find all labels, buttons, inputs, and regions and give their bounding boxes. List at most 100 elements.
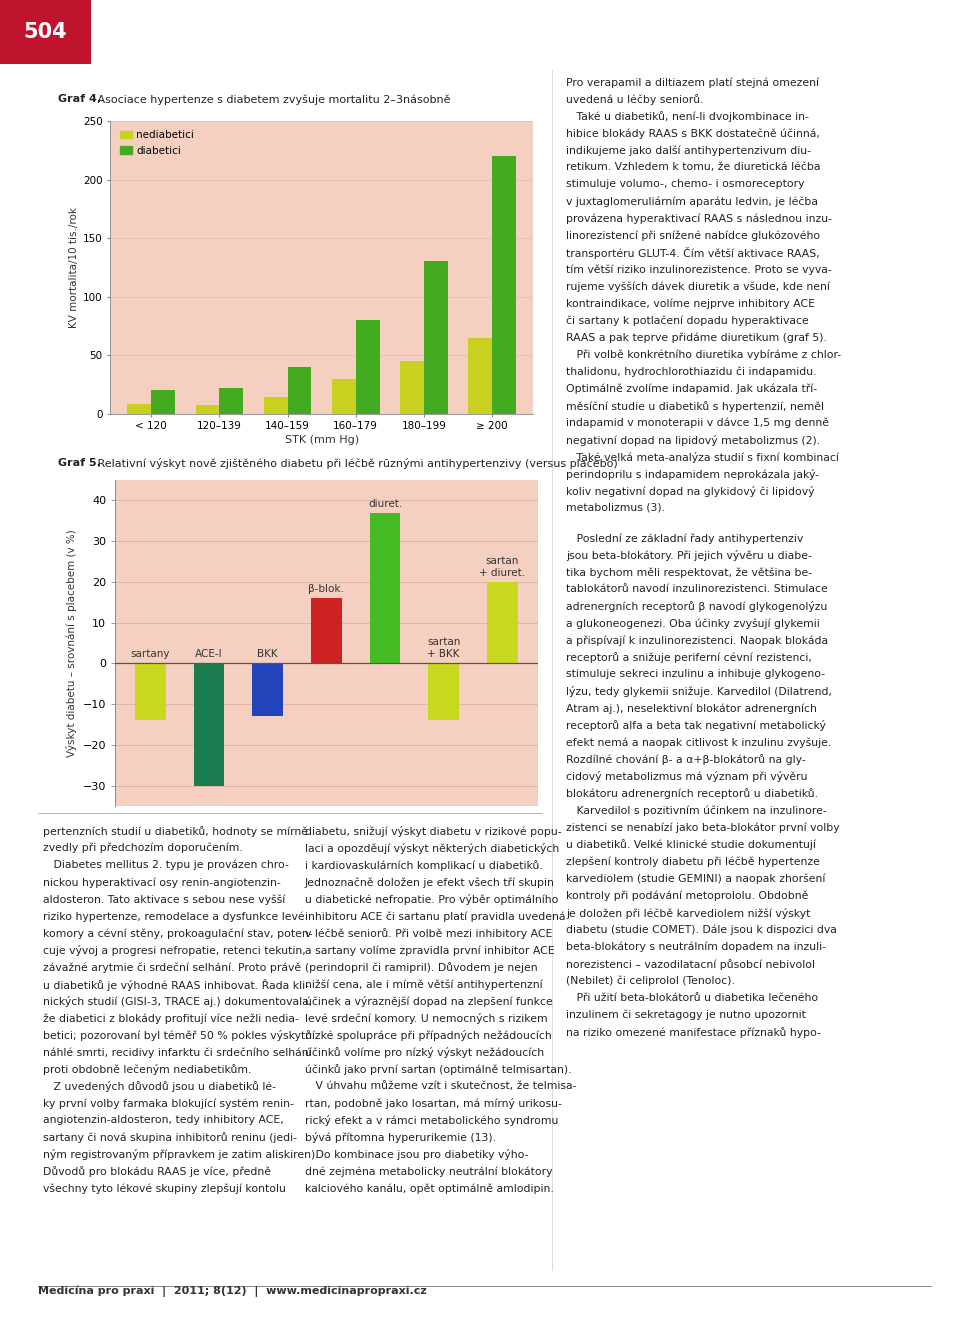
Text: u diabetické nefropatie. Pro výběr optimálního: u diabetické nefropatie. Pro výběr optim… (304, 894, 558, 904)
Bar (492, 156, 516, 414)
Text: RAAS a pak teprve přidáme diuretikum (graf 5).: RAAS a pak teprve přidáme diuretikum (gr… (566, 332, 828, 343)
Bar (196, 406, 220, 414)
Text: ky první volby farmaka blokující systém renin-: ky první volby farmaka blokující systém … (43, 1099, 294, 1109)
Text: stimuluje sekreci inzulinu a inhibuje glykogeno-: stimuluje sekreci inzulinu a inhibuje gl… (566, 669, 826, 680)
Y-axis label: Výskyt diabetu – srovnání s placebem (v %): Výskyt diabetu – srovnání s placebem (v … (66, 529, 77, 757)
Text: Z uvedených důvodů jsou u diabetiků lé-: Z uvedených důvodů jsou u diabetiků lé- (43, 1081, 276, 1092)
Text: receptorů alfa a beta tak negativní metabolický: receptorů alfa a beta tak negativní meta… (566, 721, 827, 732)
Text: hibice blokády RAAS s BKK dostatečně účinná,: hibice blokády RAAS s BKK dostatečně úči… (566, 128, 820, 138)
Text: Relativní výskyt nově zjištěného diabetu při léčbě rūznými antihypertenzivy (ver: Relativní výskyt nově zjištěného diabetu… (94, 458, 618, 468)
Text: Diabetes mellitus 2. typu je provázen chro-: Diabetes mellitus 2. typu je provázen ch… (43, 861, 289, 870)
Text: zistenci se nenabízí jako beta-blokátor první volby: zistenci se nenabízí jako beta-blokátor … (566, 822, 840, 833)
Text: inzulinem či sekretagogy je nutno upozornit: inzulinem či sekretagogy je nutno upozor… (566, 1009, 806, 1020)
Text: Do kombinace jsou pro diabetiky výho-: Do kombinace jsou pro diabetiky výho- (304, 1149, 528, 1160)
Text: sartany či nová skupina inhibitorů reninu (jedi-: sartany či nová skupina inhibitorů renin… (43, 1132, 298, 1144)
Text: v léčbě seniorů. Při volbě mezi inhibitory ACE: v léčbě seniorů. Při volbě mezi inhibito… (304, 928, 552, 939)
Text: Přehledové články: Přehledové články (125, 23, 311, 41)
Text: zlepšení kontroly diabetu při léčbě hypertenze: zlepšení kontroly diabetu při léčbě hype… (566, 857, 820, 867)
Text: levé srdeční komory. U nemocných s rizikem: levé srdeční komory. U nemocných s rizik… (304, 1013, 547, 1024)
Bar (355, 321, 379, 414)
Text: diabetu (studie COMET). Dále jsou k dispozici dva: diabetu (studie COMET). Dále jsou k disp… (566, 924, 837, 935)
Bar (152, 390, 175, 414)
Legend: nediabetici, diabetici: nediabetici, diabetici (115, 126, 199, 160)
Text: tím větší riziko inzulinorezistence. Proto se vyva-: tím větší riziko inzulinorezistence. Pro… (566, 265, 832, 275)
Text: adrenergních receptorů β navodí glykogenolýzu: adrenergních receptorů β navodí glykogen… (566, 601, 828, 612)
Text: perindoprilu s indapamidem neprokázala jaký-: perindoprilu s indapamidem neprokázala j… (566, 468, 820, 480)
Text: je doložen při léčbě karvediolem nižší výskyt: je doložen při léčbě karvediolem nižší v… (566, 907, 811, 919)
Text: 504: 504 (23, 21, 67, 43)
Text: u diabetiků je výhodné RAAS inhibovat. Řada kli-: u diabetiků je výhodné RAAS inhibovat. Ř… (43, 979, 309, 991)
Text: jsou beta-blokátory. Při jejich vývěru u diabe-: jsou beta-blokátory. Při jejich vývěru u… (566, 551, 812, 561)
Text: lýzu, tedy glykemii snižuje. Karvedilol (Dilatrend,: lýzu, tedy glykemii snižuje. Karvedilol … (566, 686, 832, 697)
Text: náhlé smrti, recidivy infarktu či srdečního selhání: náhlé smrti, recidivy infarktu či srdečn… (43, 1047, 312, 1057)
Text: rujeme vyšších dávek diuretik a všude, kde není: rujeme vyšších dávek diuretik a všude, k… (566, 282, 830, 291)
Text: diabetu, snižují výskyt diabetu v rizikové popu-: diabetu, snižují výskyt diabetu v riziko… (304, 826, 562, 837)
Text: tablokátorů navodí inzulinorezistenci. Stimulace: tablokátorů navodí inzulinorezistenci. S… (566, 584, 828, 595)
Bar (264, 398, 288, 414)
Y-axis label: KV mortalita/10 tis./rok: KV mortalita/10 tis./rok (69, 207, 79, 327)
Text: na riziko omezené manifestace příznaků hypo-: na riziko omezené manifestace příznaků h… (566, 1027, 822, 1037)
Text: sartan
+ diuret.: sartan + diuret. (479, 556, 525, 577)
Text: indikujeme jako další antihypertenzivum diu-: indikujeme jako další antihypertenzivum … (566, 145, 811, 156)
Text: diuret.: diuret. (368, 499, 402, 508)
Text: bývá přítomna hyperurikemie (13).: bývá přítomna hyperurikemie (13). (304, 1132, 495, 1144)
Text: karvediolem (studie GEMINI) a naopak zhoršení: karvediolem (studie GEMINI) a naopak zho… (566, 874, 826, 884)
Text: transportéru GLUT-4. Čím větší aktivace RAAS,: transportéru GLUT-4. Čím větší aktivace … (566, 247, 820, 259)
Text: sartany: sartany (131, 649, 170, 658)
Text: a přispívají k inzulinorezistenci. Naopak blokáda: a přispívají k inzulinorezistenci. Naopa… (566, 636, 828, 645)
Text: (perindopril či ramipril). Důvodem je nejen: (perindopril či ramipril). Důvodem je ne… (304, 962, 538, 974)
Text: komory a cévní stěny, prokoagulační stav, poten-: komory a cévní stěny, prokoagulační stav… (43, 928, 313, 939)
Text: aldosteron. Tato aktivace s sebou nese vyšší: aldosteron. Tato aktivace s sebou nese v… (43, 894, 285, 904)
Text: efekt nemá a naopak citlivost k inzulinu zvyšuje.: efekt nemá a naopak citlivost k inzulinu… (566, 737, 831, 747)
Bar (220, 388, 243, 414)
Text: receptorů a snižuje periferní cévní rezistenci,: receptorů a snižuje periferní cévní rezi… (566, 652, 812, 664)
Bar (370, 513, 400, 664)
Text: Medicína pro praxi  |  2011; 8(12)  |  www.medicinapropraxi.cz: Medicína pro praxi | 2011; 8(12) | www.m… (38, 1285, 427, 1297)
Text: indapamid v monoterapii v dávce 1,5 mg denně: indapamid v monoterapii v dávce 1,5 mg d… (566, 418, 829, 428)
Bar (428, 664, 459, 721)
Text: všechny tyto lékové skupiny zlepšují kontolu: všechny tyto lékové skupiny zlepšují kon… (43, 1184, 286, 1194)
Text: nických studií (GISI-3, TRACE aj.) dokumentovala,: nických studií (GISI-3, TRACE aj.) dokum… (43, 996, 312, 1007)
Text: (Nebilet) či celiprolol (Tenoloc).: (Nebilet) či celiprolol (Tenoloc). (566, 976, 735, 986)
Text: že diabetici z blokády profitují více nežli nedia-: že diabetici z blokády profitují více ne… (43, 1013, 300, 1024)
Text: Atram aj.), neselektivní blokátor adrenergních: Atram aj.), neselektivní blokátor adrene… (566, 704, 817, 714)
Text: účinek a výraznější dopad na zlepšení funkce: účinek a výraznější dopad na zlepšení fu… (304, 996, 553, 1007)
Bar (311, 598, 342, 664)
Text: tika bychom měli respektovat, že většina be-: tika bychom měli respektovat, že většina… (566, 567, 812, 577)
Text: rický efekt a v rámci metabolického syndromu: rický efekt a v rámci metabolického synd… (304, 1116, 558, 1127)
Text: cuje vývoj a progresi nefropatie, retenci tekutin,: cuje vývoj a progresi nefropatie, retenc… (43, 946, 306, 956)
Text: kalciového kanálu, opět optimálně amlodipin.: kalciového kanálu, opět optimálně amlodi… (304, 1184, 554, 1194)
Text: beta-blokátory s neutrálním dopadem na inzuli-: beta-blokátory s neutrálním dopadem na i… (566, 942, 827, 952)
Text: měsíční studie u diabetiků s hypertenzií, neměl: měsíční studie u diabetiků s hypertenzií… (566, 400, 825, 411)
Bar (135, 664, 166, 721)
Text: thalidonu, hydrochlorothiazidu či indapamidu.: thalidonu, hydrochlorothiazidu či indapa… (566, 367, 817, 376)
Text: nižší cena, ale i mírně větší antihypertenzní: nižší cena, ale i mírně větší antihypert… (304, 979, 542, 990)
Text: stimuluje volumo-, chemo- i osmoreceptory: stimuluje volumo-, chemo- i osmoreceptor… (566, 180, 804, 189)
Text: Karvedilol s pozitivním účinkem na inzulinore-: Karvedilol s pozitivním účinkem na inzul… (566, 806, 828, 815)
Text: betici; pozorovaní byl téměř 50 % pokles výskytů: betici; pozorovaní byl téměř 50 % pokles… (43, 1031, 312, 1041)
Text: Optimálně zvolíme indapamid. Jak ukázala tří-: Optimálně zvolíme indapamid. Jak ukázala… (566, 383, 818, 394)
Text: riziko hypertenze, remodelace a dysfunkce levé: riziko hypertenze, remodelace a dysfunkc… (43, 911, 305, 922)
Text: cidový metabolizmus má význam při vývěru: cidový metabolizmus má význam při vývěru (566, 771, 808, 782)
Bar (487, 583, 517, 664)
Bar (128, 404, 152, 414)
Text: zvedly při předchozím doporučením.: zvedly při předchozím doporučením. (43, 843, 243, 854)
Text: sartan
+ BKK: sartan + BKK (427, 637, 461, 658)
Bar (400, 360, 423, 414)
Text: retikum. Vzhledem k tomu, že diuretická léčba: retikum. Vzhledem k tomu, že diuretická … (566, 162, 821, 173)
Bar (332, 379, 355, 414)
Text: Poslední ze základní řady antihypertenziv: Poslední ze základní řady antihypertenzi… (566, 533, 804, 544)
Text: účinků jako první sartan (optimálně telmisartan).: účinků jako první sartan (optimálně telm… (304, 1064, 571, 1075)
Text: Asociace hypertenze s diabetem zvyšuje mortalitu 2–3násobně: Asociace hypertenze s diabetem zvyšuje m… (94, 94, 450, 105)
Text: uvedená u léčby seniorů.: uvedená u léčby seniorů. (566, 94, 704, 105)
Text: rtan, podobně jako losartan, má mírný urikosu-: rtan, podobně jako losartan, má mírný ur… (304, 1099, 562, 1109)
Text: Graf 4.: Graf 4. (58, 94, 101, 105)
Text: nickou hyperaktivací osy renin-angiotenzin-: nickou hyperaktivací osy renin-angiotenz… (43, 876, 281, 887)
Text: metabolizmus (3).: metabolizmus (3). (566, 503, 665, 513)
Text: a sartany volíme zpravidla první inhibitor ACE: a sartany volíme zpravidla první inhibit… (304, 946, 555, 955)
Text: ACE-I: ACE-I (195, 649, 223, 658)
Text: Při volbě konkrétního diuretika vybíráme z chlor-: Při volbě konkrétního diuretika vybíráme… (566, 350, 842, 360)
Bar (423, 262, 447, 414)
Text: i kardiovaskulárních komplikací u diabetiků.: i kardiovaskulárních komplikací u diabet… (304, 861, 542, 871)
Text: ným registrovaným přípravkem je zatim aliskiren).: ným registrovaným přípravkem je zatim al… (43, 1149, 319, 1160)
